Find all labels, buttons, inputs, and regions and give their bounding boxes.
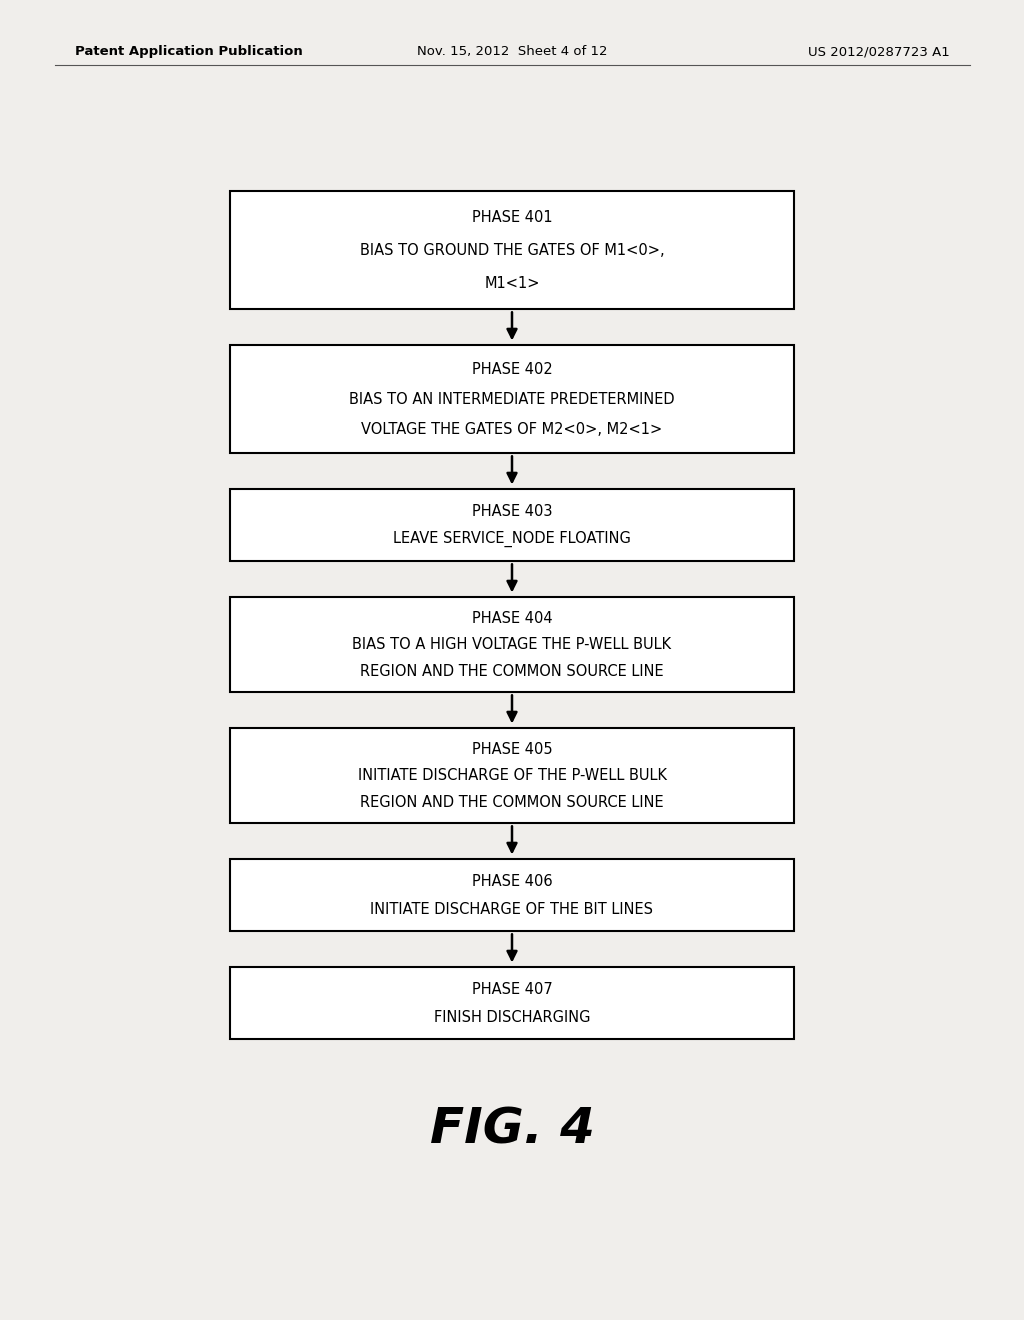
Text: INITIATE DISCHARGE OF THE P-WELL BULK: INITIATE DISCHARGE OF THE P-WELL BULK — [357, 768, 667, 783]
Text: VOLTAGE THE GATES OF M2<0>, M2<1>: VOLTAGE THE GATES OF M2<0>, M2<1> — [361, 422, 663, 437]
Text: PHASE 402: PHASE 402 — [472, 362, 552, 378]
Text: REGION AND THE COMMON SOURCE LINE: REGION AND THE COMMON SOURCE LINE — [360, 664, 664, 678]
FancyBboxPatch shape — [230, 729, 794, 824]
FancyBboxPatch shape — [230, 598, 794, 693]
Text: BIAS TO AN INTERMEDIATE PREDETERMINED: BIAS TO AN INTERMEDIATE PREDETERMINED — [349, 392, 675, 407]
FancyBboxPatch shape — [230, 859, 794, 932]
Text: FIG. 4: FIG. 4 — [429, 1105, 595, 1154]
Text: PHASE 403: PHASE 403 — [472, 504, 552, 519]
Text: PHASE 407: PHASE 407 — [472, 982, 552, 997]
Text: US 2012/0287723 A1: US 2012/0287723 A1 — [808, 45, 950, 58]
Text: INITIATE DISCHARGE OF THE BIT LINES: INITIATE DISCHARGE OF THE BIT LINES — [371, 902, 653, 917]
Text: Patent Application Publication: Patent Application Publication — [75, 45, 303, 58]
Text: PHASE 405: PHASE 405 — [472, 742, 552, 756]
Text: BIAS TO GROUND THE GATES OF M1<0>,: BIAS TO GROUND THE GATES OF M1<0>, — [359, 243, 665, 257]
FancyBboxPatch shape — [230, 346, 794, 453]
FancyBboxPatch shape — [230, 490, 794, 561]
Text: PHASE 404: PHASE 404 — [472, 611, 552, 626]
Text: PHASE 406: PHASE 406 — [472, 874, 552, 890]
Text: REGION AND THE COMMON SOURCE LINE: REGION AND THE COMMON SOURCE LINE — [360, 795, 664, 809]
FancyBboxPatch shape — [230, 968, 794, 1039]
Text: PHASE 401: PHASE 401 — [472, 210, 552, 226]
Text: BIAS TO A HIGH VOLTAGE THE P-WELL BULK: BIAS TO A HIGH VOLTAGE THE P-WELL BULK — [352, 638, 672, 652]
Text: M1<1>: M1<1> — [484, 276, 540, 290]
Text: Nov. 15, 2012  Sheet 4 of 12: Nov. 15, 2012 Sheet 4 of 12 — [417, 45, 607, 58]
FancyBboxPatch shape — [230, 191, 794, 309]
Text: LEAVE SERVICE_NODE FLOATING: LEAVE SERVICE_NODE FLOATING — [393, 531, 631, 548]
Text: FINISH DISCHARGING: FINISH DISCHARGING — [434, 1010, 590, 1024]
